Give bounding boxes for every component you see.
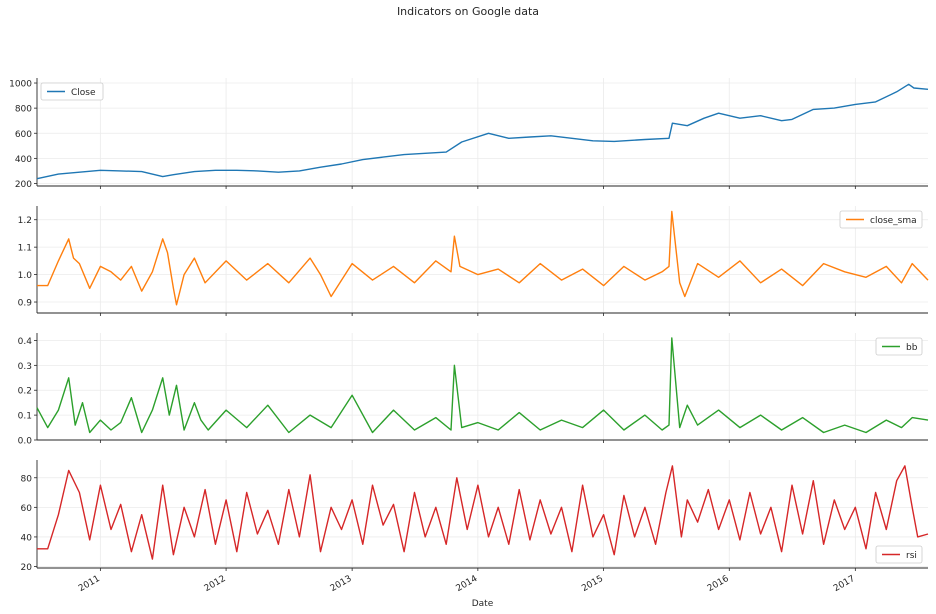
subplot-1: 200 400 600 800 1000 Close [9,78,929,190]
x-tick-label: 2015 [580,574,605,594]
y-tick-label: 200 [15,180,32,190]
legend: Close [40,82,104,101]
legend-label: Close [71,88,96,98]
subplot-3: 0.0 0.1 0.2 0.3 0.4 bb [18,333,929,447]
legend: rsi [875,545,923,564]
x-tick-label: 2013 [329,574,354,594]
x-tick-label: 2017 [832,574,857,594]
legend-frame [839,210,923,229]
y-tick-label: 0.1 [18,412,32,422]
y-tick-label: 1.1 [18,244,32,254]
y-tick-label: 60 [21,504,33,514]
y-tick-label: 600 [15,130,32,140]
series-line-close_sma [37,210,929,306]
y-tick-label: 800 [15,105,32,115]
x-tick-label: 2012 [203,574,228,594]
series-line-bb [36,337,929,434]
legend-label: bb [906,343,918,353]
y-tick-label: 400 [15,155,32,165]
y-tick-label: 1.0 [18,271,33,281]
legend-label: close_sma [870,216,917,226]
y-tick-label: 40 [21,533,33,543]
y-tick-label: 0.4 [18,337,33,347]
y-tick-label: 1000 [9,80,32,90]
y-tick-label: 1.2 [18,216,32,226]
x-tick-label: 2014 [455,574,480,594]
x-tick-label: 2011 [77,574,102,594]
figure-title: Indicators on Google data [396,5,540,18]
y-tick-label: 0.0 [18,437,33,447]
y-tick-label: 80 [21,474,33,484]
x-axis-label: Date [472,599,494,609]
y-tick-label: 0.3 [18,362,32,372]
series-line-Close [36,83,929,180]
legend-label: rsi [906,551,917,561]
subplot-2: 0.9 1.0 1.1 1.2 close_sma [18,206,929,316]
x-tick-label: 2016 [706,574,731,594]
legend: close_sma [839,210,923,229]
y-tick-label: 20 [21,563,33,573]
y-tick-label: 0.2 [18,387,32,397]
legend-frame [40,82,104,101]
y-tick-label: 0.9 [18,299,33,309]
series-line-rsi [37,465,929,560]
subplot-4: 20 40 60 80 rsi 2011 2012 2013 2014 2015 2016 2017 [21,460,929,594]
legend: bb [875,337,923,356]
